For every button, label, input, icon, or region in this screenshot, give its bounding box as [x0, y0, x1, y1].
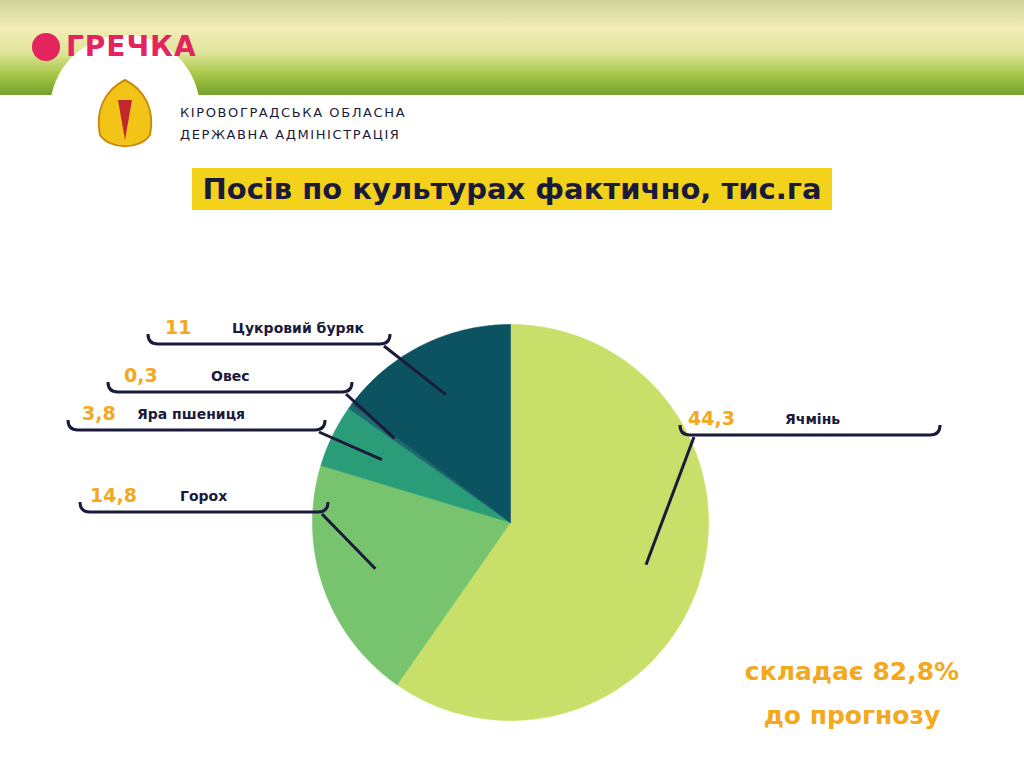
html-text:ГРЕЧКА: ГРЕЧКА: [66, 30, 197, 63]
svg-text:Цукровий буряк: Цукровий буряк: [232, 320, 365, 336]
svg-text:14,8: 14,8: [90, 484, 137, 506]
svg-text:Ячмінь: Ячмінь: [785, 411, 840, 427]
svg-text:Горох: Горох: [180, 488, 227, 504]
svg-text:11: 11: [165, 316, 191, 338]
html-text:ДЕРЖАВНА АДМІНІСТРАЦІЯ: ДЕРЖАВНА АДМІНІСТРАЦІЯ: [180, 127, 401, 142]
svg-text:0,3: 0,3: [124, 364, 158, 386]
html-text:КІРОВОГРАДСЬКА ОБЛАСНА: КІРОВОГРАДСЬКА ОБЛАСНА: [180, 105, 407, 120]
svg-text:Овес: Овес: [211, 368, 250, 384]
html-text:Посів по культурах фактично, т: Посів по культурах фактично, тис.га: [202, 172, 822, 206]
svg-text:до прогнозу: до прогнозу: [764, 701, 941, 730]
svg-text:Яра пшениця: Яра пшениця: [137, 406, 245, 422]
svg-text:3,8: 3,8: [82, 402, 116, 424]
svg-text:44,3: 44,3: [688, 407, 735, 429]
svg-text:складає 82,8%: складає 82,8%: [745, 657, 959, 686]
